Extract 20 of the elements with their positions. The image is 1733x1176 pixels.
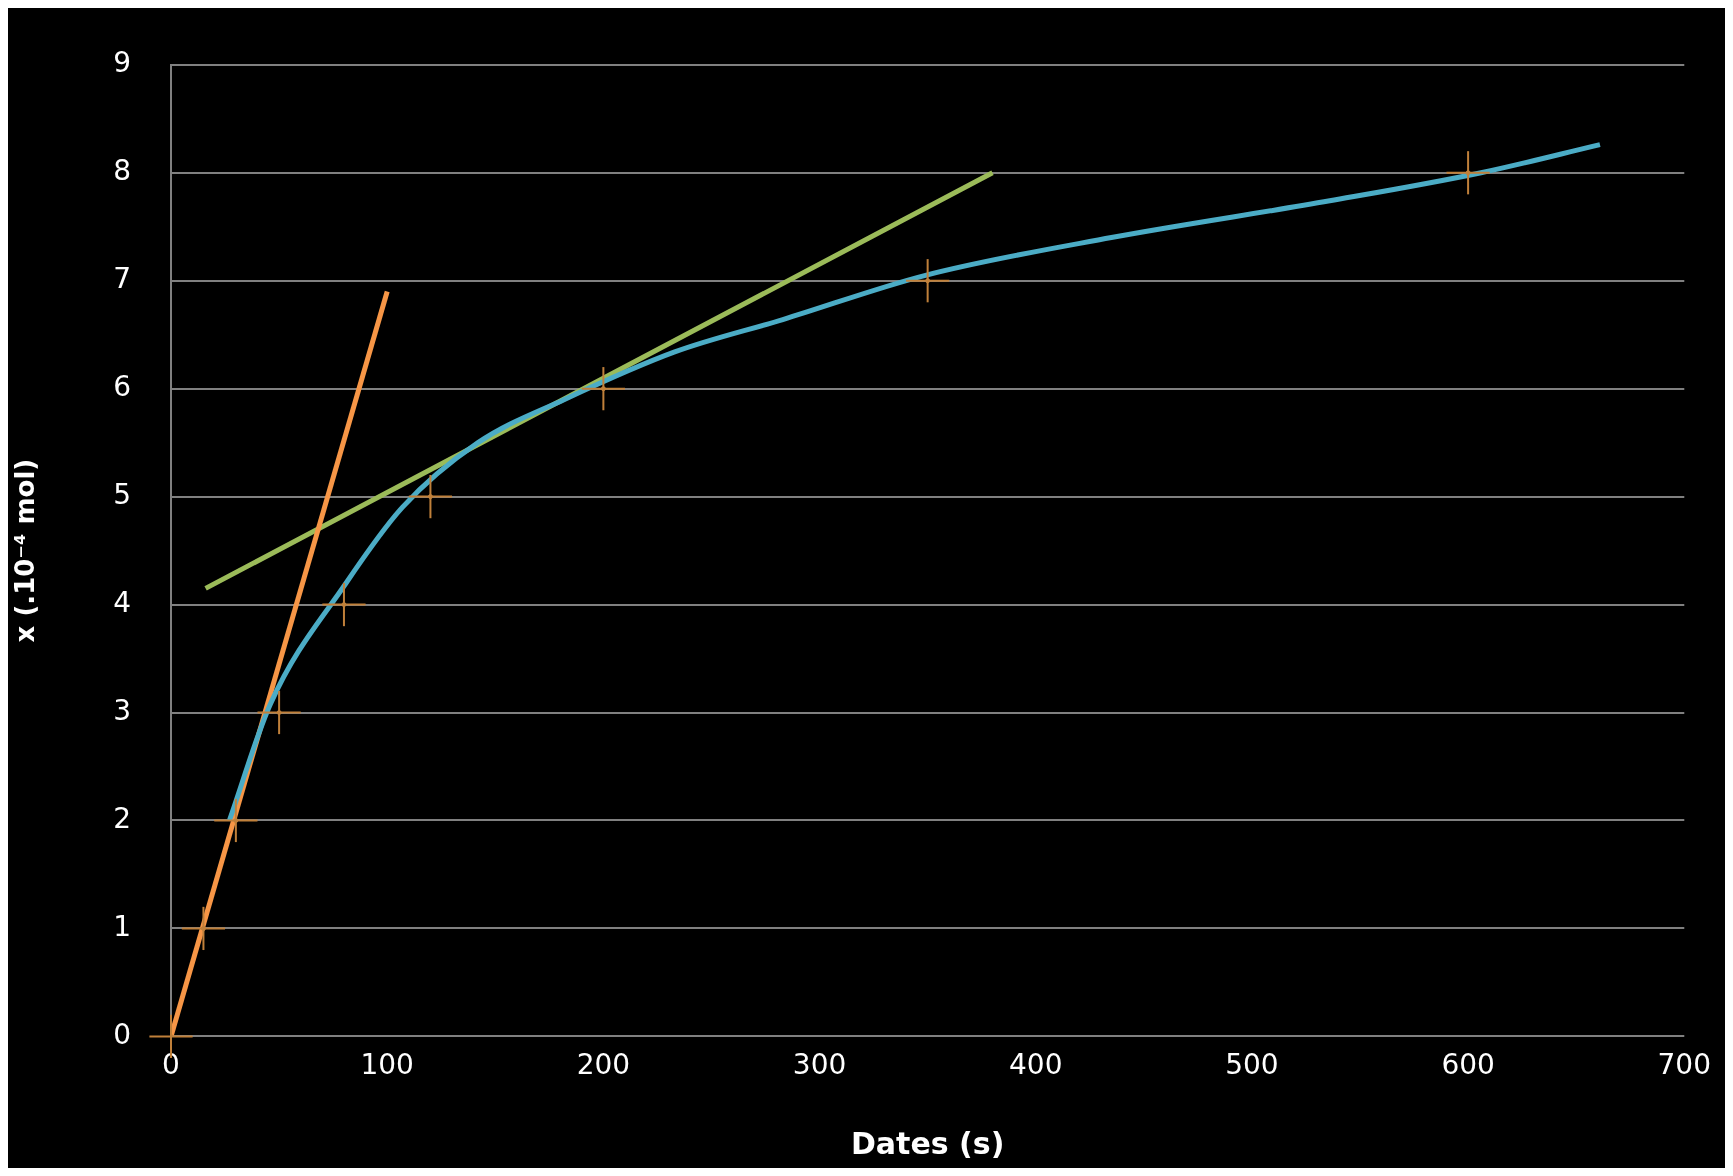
y-axis-title: x (.10⁻⁴ mol) (10, 458, 41, 643)
y-tick-label: 9 (113, 46, 132, 80)
y-tick-label: 7 (113, 261, 132, 295)
x-tick-label: 600 (1441, 1048, 1495, 1082)
x-tick-label: 200 (576, 1048, 631, 1082)
y-tick-label: 5 (113, 477, 132, 511)
x-tick-label: 0 (162, 1048, 180, 1082)
y-tick-label: 6 (113, 369, 132, 403)
x-tick-label: 400 (1009, 1048, 1063, 1082)
y-tick-label: 2 (113, 801, 132, 835)
y-tick-label: 0 (113, 1017, 132, 1051)
y-tick-label: 8 (113, 154, 132, 188)
x-tick-label: 100 (360, 1048, 414, 1082)
x-tick-label: 700 (1657, 1048, 1711, 1082)
x-tick-label: 300 (792, 1048, 847, 1082)
x-axis-title: Dates (s) (850, 1125, 1005, 1161)
y-tick-label: 4 (113, 585, 132, 619)
y-tick-label: 3 (113, 693, 132, 727)
x-tick-label: 500 (1225, 1048, 1279, 1082)
y-tick-label: 1 (113, 909, 132, 943)
